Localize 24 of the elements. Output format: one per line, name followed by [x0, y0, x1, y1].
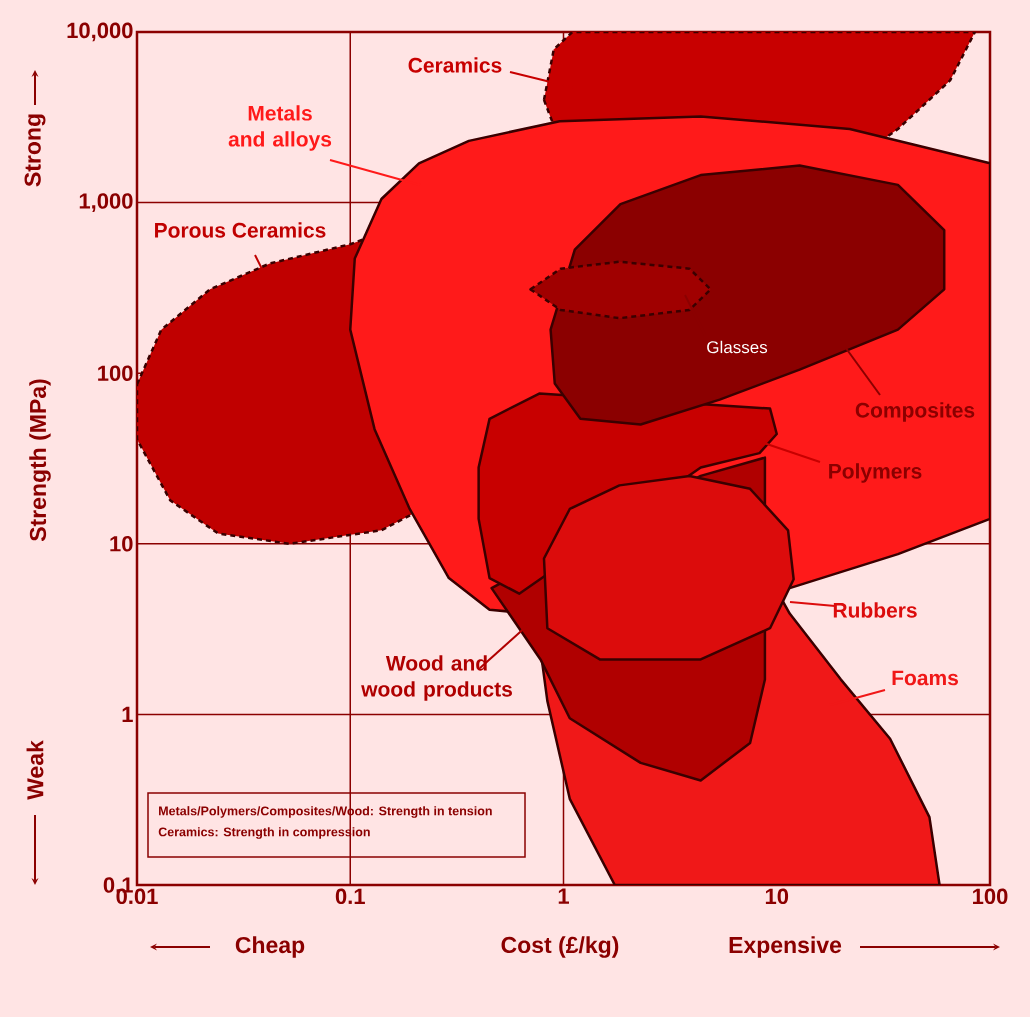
- y-tick-label: 10: [110, 536, 133, 552]
- series-label: Porous Ceramics: [155, 222, 326, 238]
- text: Polymers: [829, 463, 922, 483]
- text: Composites: [855, 402, 975, 422]
- text: Weak: [26, 740, 44, 800]
- x-tick-label: 1: [558, 888, 569, 904]
- text: Glasses: [707, 340, 768, 354]
- y-tick-label: 100: [98, 365, 133, 381]
- x-tick-label: 0.1: [335, 888, 365, 905]
- y-axis-title: Strength (MPa): [29, 379, 51, 542]
- series-label: Wood and wood products: [361, 655, 512, 701]
- y-tick-label: 1: [122, 706, 133, 722]
- y-tick-label: 10,000: [67, 22, 133, 42]
- legend-label: Rubbers: [833, 602, 917, 618]
- x-axis-title: Cost (£/kg): [501, 936, 619, 958]
- text: Strong: [24, 114, 46, 187]
- series-label: Foams: [892, 670, 958, 686]
- text: Expensive: [729, 936, 842, 958]
- text: Cheap: [235, 936, 305, 958]
- x-tick-label: 10: [765, 888, 789, 905]
- text: Metals and alloys: [228, 105, 332, 151]
- x-tick-label: 100: [973, 888, 1008, 905]
- text: Ceramics: [408, 57, 502, 73]
- y-tick-label: 1,000: [79, 193, 133, 212]
